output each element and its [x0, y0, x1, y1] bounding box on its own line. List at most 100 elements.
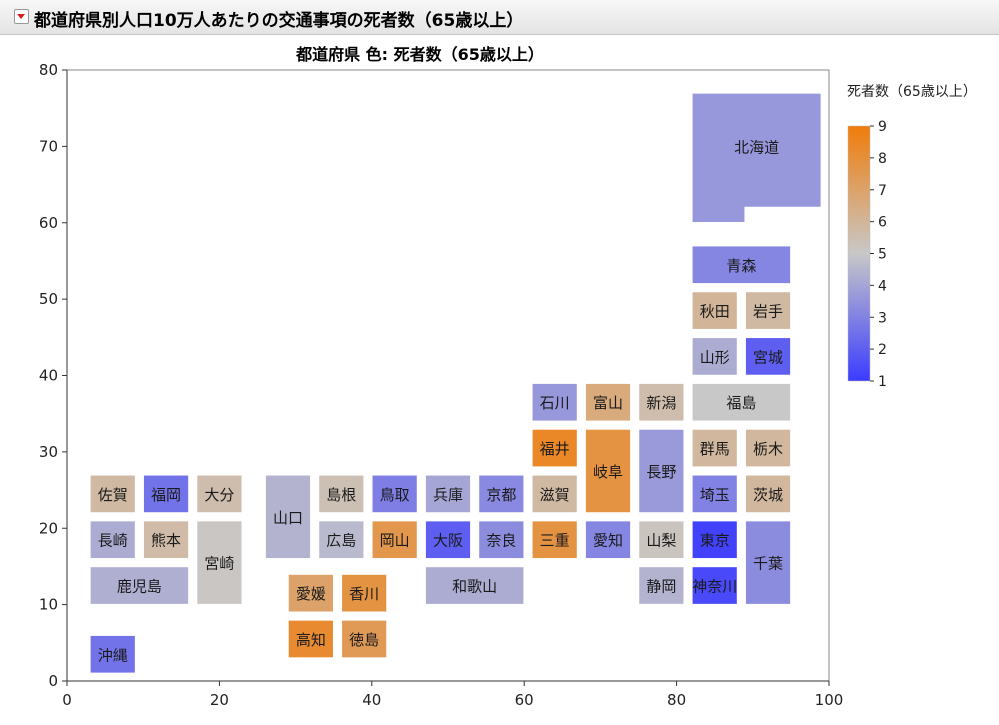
- tile-shape[interactable]: [637, 519, 685, 560]
- tile-shape[interactable]: [340, 619, 388, 659]
- tile-shape[interactable]: [531, 519, 579, 560]
- tile-shape[interactable]: [531, 382, 579, 423]
- tile-熊本[interactable]: 熊本: [142, 519, 190, 560]
- tile-埼玉[interactable]: 埼玉: [691, 474, 739, 514]
- tile-shape[interactable]: [531, 428, 579, 468]
- tile-shape[interactable]: [744, 519, 792, 606]
- tile-大分[interactable]: 大分: [195, 474, 244, 514]
- tile-宮城[interactable]: 宮城: [744, 336, 792, 377]
- tile-shape[interactable]: [744, 336, 792, 377]
- tile-石川[interactable]: 石川: [531, 382, 579, 423]
- tile-福岡[interactable]: 福岡: [142, 474, 190, 514]
- tile-shape[interactable]: [584, 382, 632, 423]
- tile-宮崎[interactable]: 宮崎: [195, 519, 244, 606]
- tile-shape[interactable]: [371, 519, 419, 560]
- tile-香川[interactable]: 香川: [340, 573, 388, 614]
- tile-shape[interactable]: [142, 519, 190, 560]
- tile-shape[interactable]: [691, 565, 739, 606]
- tile-shape[interactable]: [637, 428, 685, 514]
- tile-shape[interactable]: [89, 474, 137, 514]
- tile-千葉[interactable]: 千葉: [744, 519, 792, 606]
- disclosure-triangle-icon[interactable]: [14, 9, 29, 24]
- tile-shape[interactable]: [637, 382, 685, 423]
- tile-愛知[interactable]: 愛知: [584, 519, 632, 560]
- tile-兵庫[interactable]: 兵庫: [424, 474, 472, 514]
- tile-shape[interactable]: [264, 474, 312, 560]
- tile-大阪[interactable]: 大阪: [424, 519, 472, 560]
- tile-沖縄[interactable]: 沖縄: [89, 634, 137, 675]
- tile-富山[interactable]: 富山: [584, 382, 632, 423]
- tile-shape[interactable]: [424, 474, 472, 514]
- tile-shape[interactable]: [637, 565, 685, 606]
- tile-shape[interactable]: [691, 244, 792, 285]
- tile-三重[interactable]: 三重: [531, 519, 579, 560]
- tile-奈良[interactable]: 奈良: [477, 519, 525, 560]
- tile-静岡[interactable]: 静岡: [637, 565, 685, 606]
- tile-shape[interactable]: [340, 573, 388, 614]
- tile-shape[interactable]: [691, 519, 739, 560]
- tile-新潟[interactable]: 新潟: [637, 382, 685, 423]
- tile-label: 岡山: [380, 532, 410, 550]
- tile-shape[interactable]: [744, 428, 792, 468]
- tile-shape[interactable]: [317, 519, 365, 560]
- tile-label: 山形: [700, 348, 730, 366]
- tile-秋田[interactable]: 秋田: [691, 290, 739, 331]
- tile-福井[interactable]: 福井: [531, 428, 579, 468]
- tile-shape[interactable]: [317, 474, 365, 514]
- tile-shape[interactable]: [477, 474, 525, 514]
- tile-群馬[interactable]: 群馬: [691, 428, 739, 468]
- tile-広島[interactable]: 広島: [317, 519, 365, 560]
- tile-山口[interactable]: 山口: [264, 474, 312, 560]
- tile-shape[interactable]: [691, 428, 739, 468]
- tile-茨城[interactable]: 茨城: [744, 474, 792, 514]
- tile-shape[interactable]: [584, 428, 632, 514]
- tile-shape[interactable]: [287, 573, 335, 614]
- tile-高知[interactable]: 高知: [287, 619, 335, 659]
- tile-shape[interactable]: [195, 519, 244, 606]
- tile-shape[interactable]: [89, 634, 137, 675]
- tile-shape[interactable]: [195, 474, 244, 514]
- tile-青森[interactable]: 青森: [691, 244, 792, 285]
- tile-栃木[interactable]: 栃木: [744, 428, 792, 468]
- tile-山梨[interactable]: 山梨: [637, 519, 685, 560]
- tile-shape[interactable]: [584, 519, 632, 560]
- tile-shape[interactable]: [287, 619, 335, 659]
- tile-shape[interactable]: [142, 474, 190, 514]
- tile-shape[interactable]: [89, 565, 190, 606]
- tile-山形[interactable]: 山形: [691, 336, 739, 377]
- tile-shape[interactable]: [691, 290, 739, 331]
- tile-label: 北海道: [734, 138, 779, 156]
- tile-鳥取[interactable]: 鳥取: [371, 474, 419, 514]
- tile-長野[interactable]: 長野: [637, 428, 685, 514]
- tile-鹿児島[interactable]: 鹿児島: [89, 565, 190, 606]
- tile-佐賀[interactable]: 佐賀: [89, 474, 137, 514]
- tile-shape[interactable]: [691, 336, 739, 377]
- tile-神奈川[interactable]: 神奈川: [691, 565, 739, 606]
- tile-shape[interactable]: [531, 474, 579, 514]
- tile-岩手[interactable]: 岩手: [744, 290, 792, 331]
- tile-東京[interactable]: 東京: [691, 519, 739, 560]
- tile-shape[interactable]: [744, 290, 792, 331]
- tile-滋賀[interactable]: 滋賀: [531, 474, 579, 514]
- tile-shape[interactable]: [424, 519, 472, 560]
- tile-shape[interactable]: [477, 519, 525, 560]
- tile-北海道[interactable]: 北海道: [691, 92, 823, 224]
- tile-shape[interactable]: [424, 565, 525, 606]
- tile-福島[interactable]: 福島: [691, 382, 792, 423]
- tile-岐阜[interactable]: 岐阜: [584, 428, 632, 514]
- tile-shape[interactable]: [691, 382, 792, 423]
- tile-shape[interactable]: [691, 92, 823, 224]
- tile-島根[interactable]: 島根: [317, 474, 365, 514]
- tile-shape[interactable]: [371, 474, 419, 514]
- tile-和歌山[interactable]: 和歌山: [424, 565, 525, 606]
- tile-愛媛[interactable]: 愛媛: [287, 573, 335, 614]
- tile-京都[interactable]: 京都: [477, 474, 525, 514]
- tile-長崎[interactable]: 長崎: [89, 519, 137, 560]
- tile-岡山[interactable]: 岡山: [371, 519, 419, 560]
- tile-shape[interactable]: [744, 474, 792, 514]
- tile-shape[interactable]: [691, 474, 739, 514]
- tile-label: 千葉: [753, 555, 783, 573]
- y-tick-label: 80: [39, 61, 58, 79]
- tile-shape[interactable]: [89, 519, 137, 560]
- tile-徳島[interactable]: 徳島: [340, 619, 388, 659]
